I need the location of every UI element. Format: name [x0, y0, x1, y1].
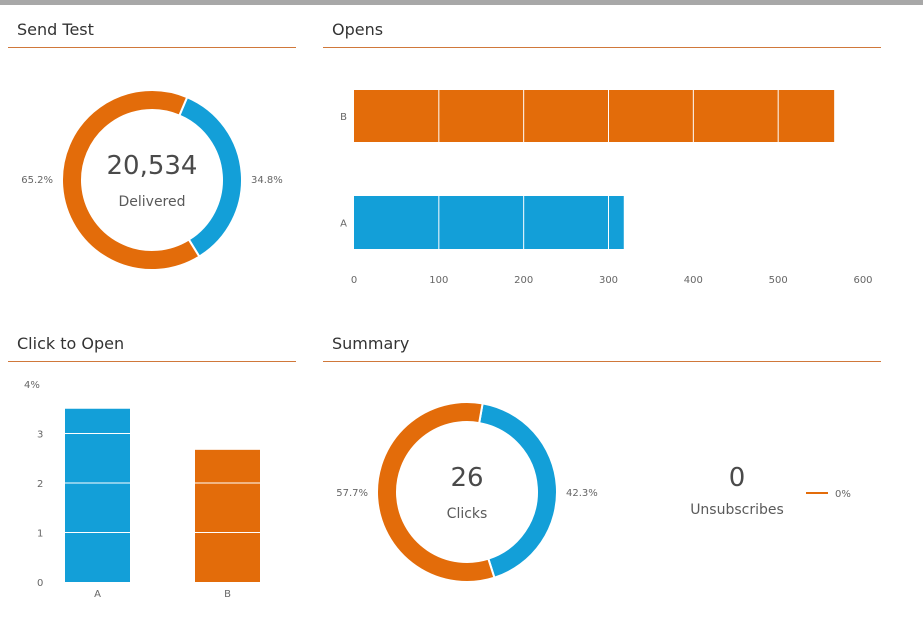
opens-x-tick: 200 [514, 275, 533, 286]
send-test-slice-2 [61, 89, 201, 271]
send-test-center-label: Delivered [118, 194, 185, 210]
opens-bar-a [354, 196, 624, 249]
opens-category-label-a: A [340, 219, 347, 230]
panel-rule-opens [323, 47, 881, 48]
opens-x-tick: 600 [853, 275, 872, 286]
click-to-open-category-label-b: B [224, 589, 231, 600]
click-to-open-category-label-a: A [94, 589, 101, 600]
click-to-open-bar-a [65, 408, 130, 582]
panel-title-click-to-open: Click to Open [17, 334, 125, 353]
click-to-open-y-tick: 2 [37, 479, 43, 490]
unsubscribes-percent-label: 0% [835, 489, 851, 500]
opens-bar-b [354, 90, 835, 142]
top-bar [0, 0, 923, 5]
panel-rule-summary [323, 361, 881, 362]
unsubscribes-value: 0 [729, 463, 746, 493]
click-to-open-y-tick: 1 [37, 529, 43, 540]
unsubscribes-label: Unsubscribes [690, 502, 784, 518]
summary-clicks-slice-label-1: 42.3% [566, 488, 598, 499]
panel-title-summary: Summary [332, 334, 410, 353]
send-test-slice-label-2: 65.2% [21, 175, 53, 186]
summary-clicks-slice-2 [376, 401, 496, 583]
summary-clicks-slice-1 [477, 402, 558, 579]
panel-rule-send-test [8, 47, 296, 48]
opens-x-tick: 0 [351, 275, 357, 286]
opens-x-tick: 100 [429, 275, 448, 286]
summary-clicks-slice-label-2: 57.7% [336, 488, 368, 499]
panel-rule-click-to-open [8, 361, 296, 362]
opens-category-label-b: B [340, 112, 347, 123]
opens-x-tick: 500 [769, 275, 788, 286]
send-test-slice-label-1: 34.8% [251, 175, 283, 186]
click-to-open-y-tick: 4% [24, 380, 40, 391]
click-to-open-y-tick: 0 [37, 578, 43, 589]
opens-x-tick: 300 [599, 275, 618, 286]
summary-clicks-center-value: 26 [450, 463, 483, 493]
opens-x-tick: 400 [684, 275, 703, 286]
click-to-open-bar-b [195, 449, 260, 582]
panel-title-opens: Opens [332, 20, 384, 39]
summary-clicks-center-label: Clicks [447, 506, 488, 522]
send-test-center-value: 20,534 [107, 151, 198, 181]
click-to-open-y-tick: 3 [37, 430, 43, 441]
panel-title-send-test: Send Test [17, 20, 94, 39]
